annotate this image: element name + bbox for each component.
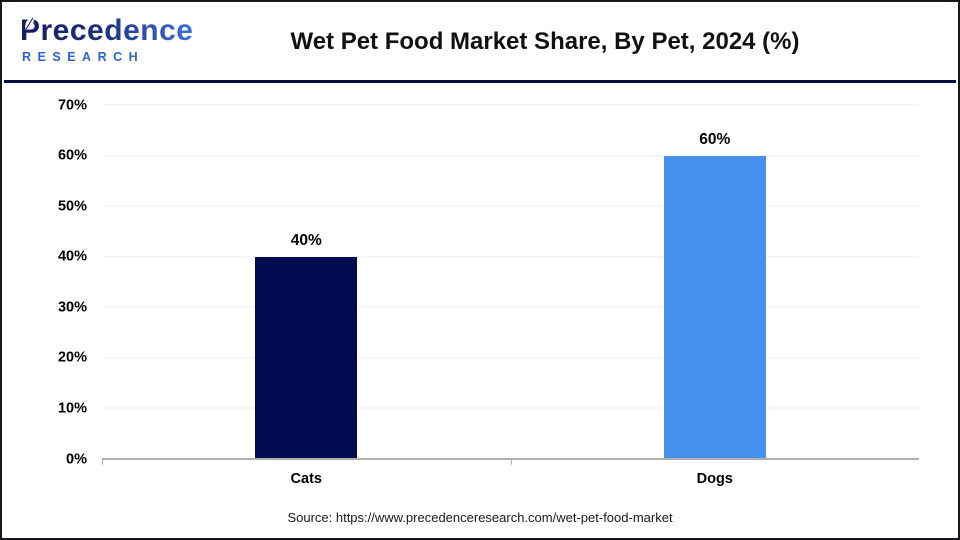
y-axis-tick-label: 20% xyxy=(57,349,87,366)
y-axis-tick-label: 60% xyxy=(57,147,87,164)
y-axis-tick-label: 10% xyxy=(57,400,87,417)
gridline xyxy=(102,407,919,409)
y-axis-tick-label: 0% xyxy=(66,450,87,467)
x-axis-tick xyxy=(102,459,103,465)
y-axis-tick-label: 50% xyxy=(57,197,87,214)
bar-cats xyxy=(255,256,358,459)
y-axis-tick-label: 30% xyxy=(57,299,87,316)
gridline xyxy=(102,155,919,157)
gridline xyxy=(102,306,919,308)
x-axis-tick xyxy=(510,459,512,465)
bar-value-label: 60% xyxy=(699,131,731,149)
gridline xyxy=(102,256,919,258)
gridline xyxy=(102,357,919,359)
bar-value-label: 40% xyxy=(290,232,322,250)
bar-slot: 40% Cats xyxy=(102,105,511,487)
bar-dogs xyxy=(663,155,766,459)
chart-title: Wet Pet Food Market Share, By Pet, 2024 … xyxy=(290,28,800,55)
y-axis-tick-label: 40% xyxy=(57,248,87,265)
gridline xyxy=(102,205,919,207)
logo-wordmark: Precedence xyxy=(20,14,194,47)
plot-area: 0% 10% 20% 30% 40% 50% 60% 70% 40% Cats 60% Dogs xyxy=(58,98,920,487)
y-axis-tick-label: 70% xyxy=(57,96,87,113)
precedence-logo: Precedence RESEARCH xyxy=(20,15,193,64)
gridline xyxy=(102,104,919,106)
source-note: Source: https://www.precedenceresearch.c… xyxy=(287,510,673,525)
header-divider xyxy=(4,80,956,83)
logo-subtitle: RESEARCH xyxy=(22,49,145,64)
x-axis-category-label: Dogs xyxy=(696,471,733,487)
header: Precedence RESEARCH Wet Pet Food Market … xyxy=(4,4,956,80)
x-axis-category-label: Cats xyxy=(290,471,322,487)
bar-slot: 60% Dogs xyxy=(511,105,920,487)
